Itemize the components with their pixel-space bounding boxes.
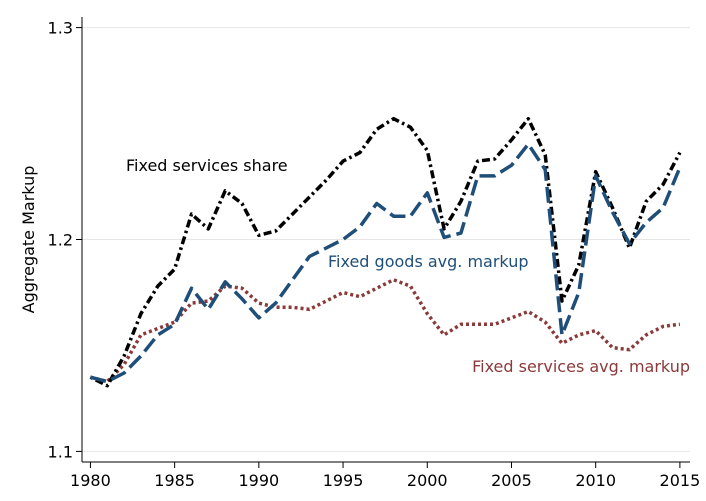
y-tick-label: 1.3 <box>48 19 73 38</box>
series-label-fixed-goods-avg-markup: Fixed goods avg. markup <box>328 252 529 271</box>
y-tick-label: 1.1 <box>48 442 73 461</box>
series-label-fixed-services-avg-markup: Fixed services avg. markup <box>472 357 690 376</box>
y-axis-label: Aggregate Markup <box>19 166 38 314</box>
gridlines <box>82 27 690 452</box>
x-tick-label: 2000 <box>407 471 448 490</box>
x-tick-label: 2015 <box>660 471 701 490</box>
line-fixed-services-avg-markup <box>89 278 681 384</box>
line-fixed-goods-avg-markup <box>89 142 682 384</box>
y-tick-label: 1.2 <box>48 231 73 250</box>
axes <box>76 17 690 468</box>
tick-labels: 1.1 1.2 1.3 1980 1985 1990 1995 2000 2005 2010 201… <box>48 19 701 490</box>
line-fixed-services-share <box>89 116 682 388</box>
series-lines <box>89 116 682 388</box>
x-tick-label: 1990 <box>238 471 279 490</box>
x-tick-label: 1995 <box>323 471 364 490</box>
x-tick-label: 1980 <box>70 471 111 490</box>
x-tick-label: 2010 <box>575 471 616 490</box>
x-tick-label: 1985 <box>154 471 195 490</box>
series-label-fixed-services-share: Fixed services share <box>126 156 288 175</box>
x-tick-label: 2005 <box>491 471 532 490</box>
